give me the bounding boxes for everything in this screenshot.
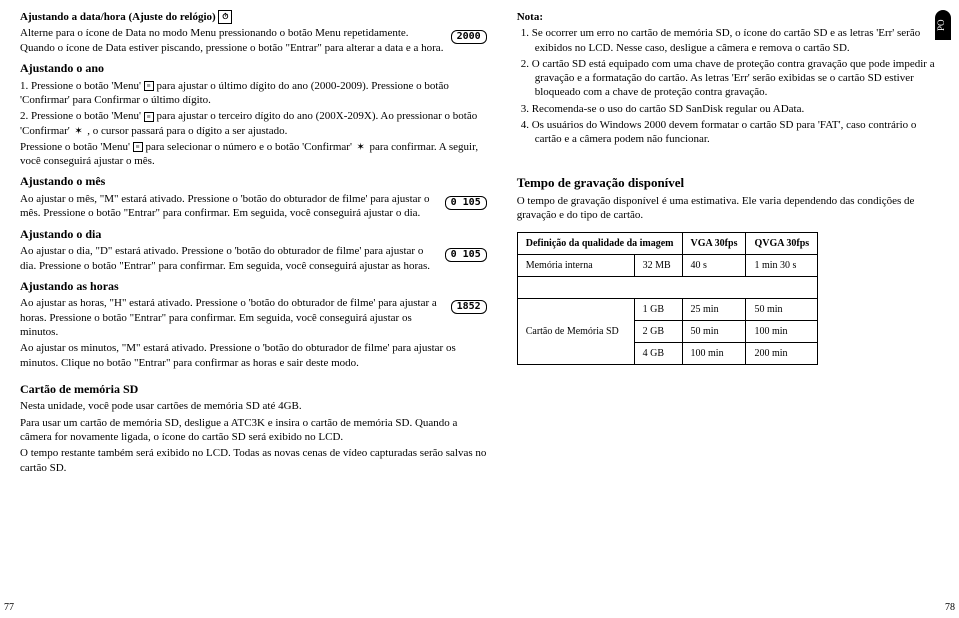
cell: 4 GB: [634, 343, 682, 365]
cell: 32 MB: [634, 255, 682, 277]
confirm-icon: ✶: [355, 141, 367, 153]
ano-line-3: Pressione o botão 'Menu' ≡ para selecion…: [20, 140, 487, 169]
cell: 25 min: [682, 299, 746, 321]
recording-time-table: Definição da qualidade da imagem VGA 30f…: [517, 232, 818, 365]
cell: 200 min: [746, 343, 818, 365]
cell: 1 min 30 s: [746, 255, 818, 277]
dia-title: Ajustando o dia: [20, 227, 487, 243]
cell: 50 min: [746, 299, 818, 321]
lcd-1852: 1852: [451, 300, 487, 314]
tempo-title: Tempo de gravação disponível: [517, 175, 939, 192]
cell-memory-internal: Memória interna: [517, 255, 634, 277]
cell: 100 min: [746, 321, 818, 343]
lcd-0105a: 0 105: [445, 196, 487, 210]
main-title: Ajustando a data/hora (Ajuste do relógio…: [20, 11, 216, 23]
right-column: PO Nota: 1. Se ocorrer um erro no cartão…: [517, 10, 939, 608]
sd-2: Para usar um cartão de memória SD, desli…: [20, 416, 487, 445]
language-tab: PO: [935, 10, 951, 40]
table-row: Cartão de Memória SD 1 GB 25 min 50 min: [517, 299, 817, 321]
cell: 1 GB: [634, 299, 682, 321]
nota-4: 4. Os usuários do Windows 2000 devem for…: [535, 118, 939, 147]
nota-3: 3. Recomenda-se o uso do cartão SD SanDi…: [535, 102, 939, 116]
horas-title: Ajustando as horas: [20, 279, 487, 295]
page-number-right: 78: [945, 601, 955, 614]
page-number-left: 77: [4, 601, 14, 614]
left-column: Ajustando a data/hora (Ajuste do relógio…: [20, 10, 487, 608]
spacer-row: [517, 277, 817, 299]
tempo-body: O tempo de gravação disponível é uma est…: [517, 194, 939, 223]
table-header-row: Definição da qualidade da imagem VGA 30f…: [517, 233, 817, 255]
clock-icon: ⏱: [218, 10, 232, 24]
nota-1: 1. Se ocorrer um erro no cartão de memór…: [535, 26, 939, 55]
col-quality: Definição da qualidade da imagem: [517, 233, 682, 255]
col-vga: VGA 30fps: [682, 233, 746, 255]
cell: 40 s: [682, 255, 746, 277]
confirm-icon: ✶: [73, 125, 85, 137]
cell: 2 GB: [634, 321, 682, 343]
mes-body: Ao ajustar o mês, "M" estará ativado. Pr…: [20, 192, 487, 221]
ano-line-1: 1. Pressione o botão 'Menu' ≡ para ajust…: [20, 79, 487, 108]
sd-title: Cartão de memória SD: [20, 382, 487, 398]
cell: 100 min: [682, 343, 746, 365]
menu-icon: ≡: [144, 112, 154, 122]
nota-title: Nota:: [517, 10, 939, 24]
lcd-2000: 2000: [451, 30, 487, 44]
nota-list: 1. Se ocorrer um erro no cartão de memór…: [517, 26, 939, 146]
col-qvga: QVGA 30fps: [746, 233, 818, 255]
ano-line-2: 2. Pressione o botão 'Menu' ≡ para ajust…: [20, 109, 487, 138]
menu-icon: ≡: [144, 81, 154, 91]
cell-sd-card: Cartão de Memória SD: [517, 299, 634, 365]
ano-title: Ajustando o ano: [20, 61, 487, 77]
lcd-0105b: 0 105: [445, 248, 487, 262]
horas-body-2: Ao ajustar os minutos, "M" estará ativad…: [20, 341, 487, 370]
table-row: Memória interna 32 MB 40 s 1 min 30 s: [517, 255, 817, 277]
sd-1: Nesta unidade, você pode usar cartões de…: [20, 399, 487, 413]
dia-body: Ao ajustar o dia, "D" estará ativado. Pr…: [20, 244, 487, 273]
horas-body: Ao ajustar as horas, "H" estará ativado.…: [20, 296, 487, 339]
cell: 50 min: [682, 321, 746, 343]
nota-2: 2. O cartão SD está equipado com uma cha…: [535, 57, 939, 100]
menu-icon: ≡: [133, 142, 143, 152]
intro-text: Alterne para o ícone de Data no modo Men…: [20, 26, 487, 55]
sd-3: O tempo restante também será exibido no …: [20, 446, 487, 475]
mes-title: Ajustando o mês: [20, 174, 487, 190]
